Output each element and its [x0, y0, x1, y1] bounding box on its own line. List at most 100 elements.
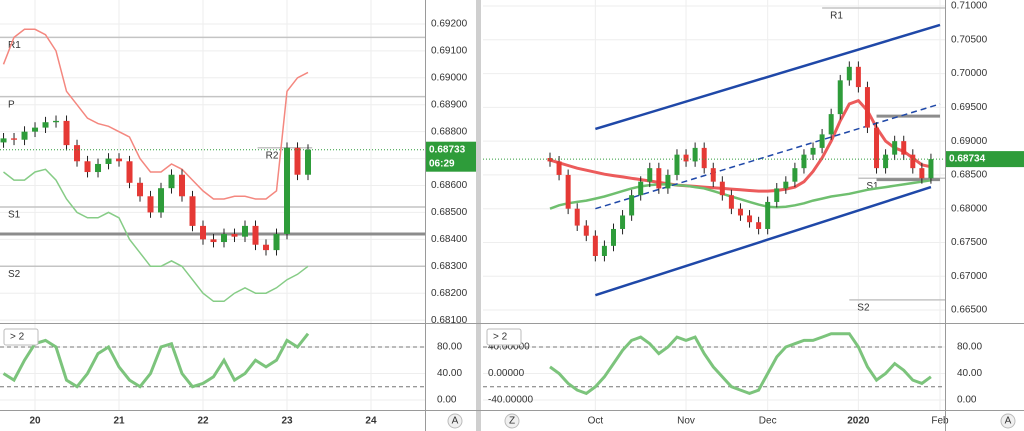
price-box — [425, 141, 478, 172]
candle-body — [0, 138, 7, 143]
trendline — [594, 185, 932, 297]
level-label: P — [8, 99, 15, 110]
y-tick-label: 0.69000 — [951, 136, 988, 147]
level-label: S2 — [8, 269, 21, 280]
candle-body — [105, 158, 112, 164]
candle-body — [810, 147, 816, 155]
candle-body — [638, 181, 644, 196]
y-tick-label: 0.71000 — [951, 1, 988, 12]
y-tick-label: 0.70000 — [951, 68, 988, 79]
osc-y2-tick-label: 0.00000 — [488, 368, 525, 379]
auto-button[interactable] — [1000, 413, 1016, 429]
level-label: S2 — [857, 303, 870, 314]
candle-body — [284, 147, 291, 234]
candle-body — [846, 66, 852, 81]
candle-body — [74, 145, 81, 162]
candle-body — [883, 154, 889, 169]
candle-body — [231, 233, 238, 237]
y-tick-label: 0.68500 — [431, 207, 468, 218]
osc-tick-label: 40.00 — [437, 368, 462, 379]
candle-body — [710, 168, 716, 182]
x-tick-label: Nov — [677, 416, 695, 427]
candle-body — [210, 239, 217, 243]
y-tick-label: 0.68500 — [951, 170, 988, 181]
osc-line — [2, 332, 310, 389]
level-label: S1 — [866, 181, 879, 192]
candle-body — [189, 196, 196, 226]
auto-button[interactable] — [447, 413, 463, 429]
zoom-button[interactable] — [504, 413, 520, 429]
x-tick-label: 2020 — [847, 416, 870, 427]
candle-body — [42, 122, 49, 128]
candle-body — [147, 196, 154, 213]
candle-body — [11, 138, 18, 140]
y-tick-label: 0.68800 — [431, 126, 468, 137]
candle-body — [273, 233, 280, 251]
candle-body — [565, 174, 571, 209]
level-label: R2 — [266, 150, 279, 161]
plot: R1 P S1 S2 R2 — [0, 0, 425, 410]
osc-tick-label: 80.00 — [957, 342, 982, 353]
candle-body — [864, 87, 870, 128]
candle-body — [620, 215, 626, 229]
candle-body — [792, 168, 798, 182]
indicator-line — [549, 179, 932, 210]
zoom-label[interactable]: Z — [509, 416, 515, 427]
candle-body — [592, 235, 598, 256]
auto-label[interactable]: A — [1005, 416, 1012, 427]
osc-tick-label: 0.00 — [957, 395, 977, 406]
level-label: S1 — [8, 210, 21, 221]
x-tick-label: 21 — [113, 416, 125, 427]
trendline — [595, 103, 941, 210]
y-tick-label: 0.67500 — [951, 237, 988, 248]
candle-body — [547, 158, 553, 162]
candle-body — [774, 188, 780, 202]
y-tick-label: 0.68000 — [951, 203, 988, 214]
indicator-box — [3, 328, 39, 346]
candle-body — [801, 154, 807, 169]
y-tick-label: 0.68400 — [431, 234, 468, 245]
candle-body — [32, 127, 39, 132]
x-tick-label: 23 — [281, 416, 293, 427]
y-tick-label: 0.66500 — [951, 305, 988, 316]
candle-body — [601, 245, 607, 256]
y-tick-label: 0.67000 — [951, 271, 988, 282]
candle-body — [919, 168, 925, 179]
candle-body — [556, 161, 562, 175]
candle-body — [828, 114, 834, 135]
osc-tick-label: 80.00 — [437, 342, 462, 353]
indicator-label: > 2 — [493, 332, 508, 343]
candle-body — [304, 149, 311, 175]
price-box — [945, 151, 1024, 168]
y-tick-label: 0.68100 — [431, 315, 468, 326]
osc-tick-label: 40.00 — [957, 368, 982, 379]
candle-body — [783, 181, 789, 189]
candle-body — [701, 147, 707, 169]
candle-body — [656, 168, 662, 189]
candle-body — [179, 174, 186, 197]
candle-body — [610, 228, 616, 246]
candle-body — [583, 225, 589, 236]
y-tick-label: 0.69100 — [431, 46, 468, 57]
candle-body — [294, 147, 301, 175]
x-tick-label: Feb — [931, 416, 949, 427]
osc-line — [549, 332, 932, 396]
countdown: 06:29 — [429, 158, 455, 169]
candle-body — [674, 154, 680, 175]
candle-body — [137, 182, 144, 197]
x-tick-label: 22 — [197, 416, 209, 427]
candle-body — [837, 80, 843, 115]
x-tick-label: 24 — [365, 416, 377, 427]
y-tick-label: 0.69200 — [431, 19, 468, 30]
candle-body — [84, 161, 91, 173]
y-tick-label: 0.70500 — [951, 34, 988, 45]
candle-body — [647, 168, 653, 182]
candle-body — [21, 131, 28, 140]
candle-body — [53, 120, 60, 123]
auto-label[interactable]: A — [452, 416, 459, 427]
candle-body — [928, 159, 934, 179]
candle-body — [819, 134, 825, 148]
indicator-label: > 2 — [10, 332, 25, 343]
